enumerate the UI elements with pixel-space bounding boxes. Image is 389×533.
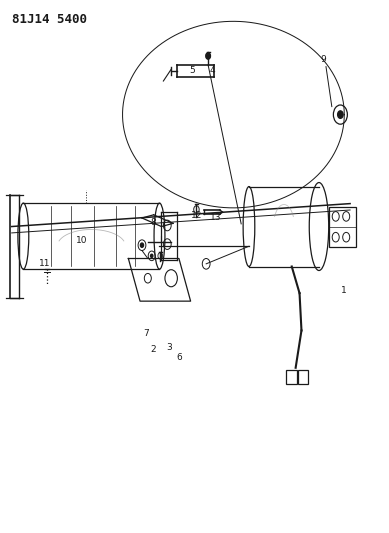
Text: 9: 9 — [320, 55, 326, 64]
Circle shape — [140, 243, 144, 247]
Bar — [329, 207, 356, 247]
Bar — [286, 370, 297, 384]
Text: 81J14 5400: 81J14 5400 — [12, 13, 87, 26]
Text: 8: 8 — [151, 218, 156, 227]
Text: 13: 13 — [210, 213, 222, 222]
Circle shape — [338, 111, 343, 118]
Circle shape — [206, 53, 210, 59]
Bar — [298, 370, 308, 384]
Text: 7: 7 — [143, 329, 149, 337]
Text: 2: 2 — [151, 345, 156, 353]
Text: 3: 3 — [166, 343, 172, 352]
Circle shape — [151, 254, 153, 257]
Text: 10: 10 — [76, 237, 88, 245]
Text: 5: 5 — [190, 66, 195, 75]
Text: 6: 6 — [176, 353, 182, 361]
Text: 12: 12 — [191, 212, 202, 220]
Text: 4: 4 — [209, 66, 215, 75]
Text: 11: 11 — [39, 260, 51, 268]
Text: 1: 1 — [342, 286, 347, 295]
